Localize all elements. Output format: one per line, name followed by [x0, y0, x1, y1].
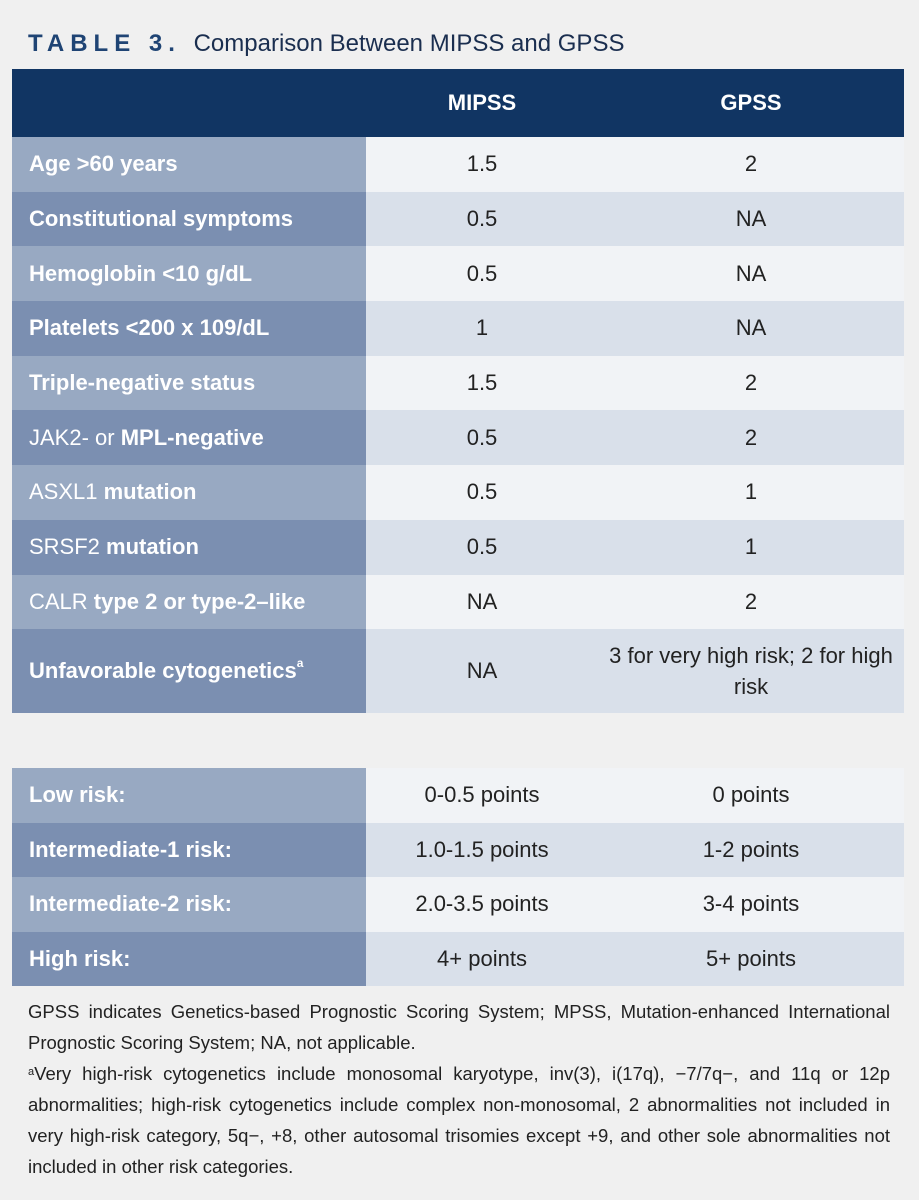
- gpss-value: 3 for very high risk; 2 for high risk: [598, 629, 904, 714]
- gpss-value: 2: [598, 574, 904, 630]
- row-label: Constitutional symptoms: [12, 191, 366, 247]
- cytogenetics-note: aVery high-risk cytogenetics include mon…: [28, 1058, 890, 1182]
- label-plain: ASXL1: [29, 479, 104, 505]
- mipss-value: 1.5: [366, 137, 598, 192]
- label-bold: Hemoglobin <10 g/dL: [29, 260, 253, 286]
- label-plain: SRSF2: [29, 534, 107, 560]
- table-row: JAK2- or MPL-negative 0.5 2: [12, 410, 904, 466]
- gpss-value: 2: [598, 410, 904, 466]
- table-row: SRSF2 mutation 0.5 1: [12, 519, 904, 575]
- gpss-points: 0 points: [598, 768, 904, 823]
- row-label: Triple-negative status: [12, 355, 366, 411]
- header-mipss: MIPSS: [366, 69, 598, 137]
- mipss-points: 4+ points: [366, 931, 598, 986]
- footnote-marker: a: [296, 656, 304, 671]
- gpss-points: 3-4 points: [598, 877, 904, 932]
- label-bold: mutation: [103, 479, 197, 505]
- table-caption: Comparison Between MIPSS and GPSS: [193, 30, 625, 57]
- gpss-value: NA: [598, 191, 904, 247]
- gpss-points: 1-2 points: [598, 822, 904, 877]
- label-bold: MPL-negative: [120, 424, 264, 450]
- footnote-marker: a: [28, 1066, 35, 1078]
- label-bold: Age >60 years: [29, 151, 178, 177]
- risk-row: Low risk: 0-0.5 points 0 points: [12, 768, 904, 823]
- mipss-value: NA: [366, 574, 598, 630]
- label-bold: Platelets <200 x 109/dL: [29, 315, 270, 341]
- row-label: JAK2- or MPL-negative: [12, 410, 366, 466]
- label-plain: CALR: [29, 588, 94, 614]
- header-empty: [12, 69, 366, 137]
- cytogenetics-text: Very high-risk cytogenetics include mono…: [28, 1063, 890, 1177]
- table-row: CALR type 2 or type-2–like NA 2: [12, 574, 904, 630]
- row-label: ASXL1 mutation: [12, 465, 366, 520]
- mipss-points: 0-0.5 points: [366, 768, 598, 823]
- row-label: Unfavorable cytogeneticsa: [12, 629, 366, 714]
- label-plain: JAK2- or: [29, 424, 121, 450]
- risk-category-table: Low risk: 0-0.5 points 0 points Intermed…: [12, 768, 904, 986]
- table-row: Triple-negative status 1.5 2: [12, 355, 904, 411]
- table-row: Unfavorable cytogeneticsa NA 3 for very …: [12, 629, 904, 714]
- header-gpss: GPSS: [598, 69, 904, 137]
- label-bold: Unfavorable cytogenetics: [29, 658, 297, 684]
- gpss-value: NA: [598, 301, 904, 356]
- abbreviations-note: GPSS indicates Genetics-based Prognostic…: [28, 1001, 890, 1053]
- mipss-value: 0.5: [366, 410, 598, 466]
- risk-label: Intermediate-2 risk:: [12, 877, 366, 932]
- table-title: TABLE 3. Comparison Between MIPSS and GP…: [28, 28, 624, 60]
- mipss-value: 0.5: [366, 519, 598, 575]
- row-label: CALR type 2 or type-2–like: [12, 574, 366, 630]
- comparison-table: MIPSS GPSS Age >60 years 1.5 2 Constitut…: [12, 69, 904, 714]
- label-bold: Triple-negative status: [29, 370, 256, 396]
- table-row: Age >60 years 1.5 2: [12, 137, 904, 192]
- risk-row: Intermediate-2 risk: 2.0-3.5 points 3-4 …: [12, 877, 904, 932]
- row-label: Age >60 years: [12, 137, 366, 192]
- row-label: SRSF2 mutation: [12, 519, 366, 575]
- mipss-points: 2.0-3.5 points: [366, 877, 598, 932]
- row-label: Platelets <200 x 109/dL: [12, 301, 366, 356]
- risk-row: High risk: 4+ points 5+ points: [12, 931, 904, 986]
- gpss-value: 1: [598, 465, 904, 520]
- mipss-value: 0.5: [366, 246, 598, 302]
- mipss-value: 1: [366, 301, 598, 356]
- label-bold: type 2 or type-2–like: [93, 588, 306, 614]
- row-label: Hemoglobin <10 g/dL: [12, 246, 366, 302]
- gpss-points: 5+ points: [598, 931, 904, 986]
- risk-label: High risk:: [12, 931, 366, 986]
- label-bold: Constitutional symptoms: [29, 206, 294, 232]
- mipss-points: 1.0-1.5 points: [366, 822, 598, 877]
- mipss-value: 1.5: [366, 355, 598, 411]
- risk-label: Low risk:: [12, 768, 366, 823]
- gpss-value: 2: [598, 355, 904, 411]
- mipss-value: NA: [366, 629, 598, 714]
- table-number: TABLE 3.: [28, 30, 181, 57]
- gpss-value: 2: [598, 137, 904, 192]
- table-row: Hemoglobin <10 g/dL 0.5 NA: [12, 246, 904, 302]
- table-row: Platelets <200 x 109/dL 1 NA: [12, 301, 904, 356]
- mipss-value: 0.5: [366, 465, 598, 520]
- gpss-value: NA: [598, 246, 904, 302]
- table-row: Constitutional symptoms 0.5 NA: [12, 191, 904, 247]
- label-bold: mutation: [106, 534, 199, 560]
- mipss-value: 0.5: [366, 191, 598, 247]
- risk-row: Intermediate-1 risk: 1.0-1.5 points 1-2 …: [12, 822, 904, 877]
- gpss-value: 1: [598, 519, 904, 575]
- table-footnote: GPSS indicates Genetics-based Prognostic…: [28, 996, 890, 1182]
- table-row: ASXL1 mutation 0.5 1: [12, 465, 904, 520]
- risk-label: Intermediate-1 risk:: [12, 822, 366, 877]
- table-header-row: MIPSS GPSS: [12, 69, 904, 137]
